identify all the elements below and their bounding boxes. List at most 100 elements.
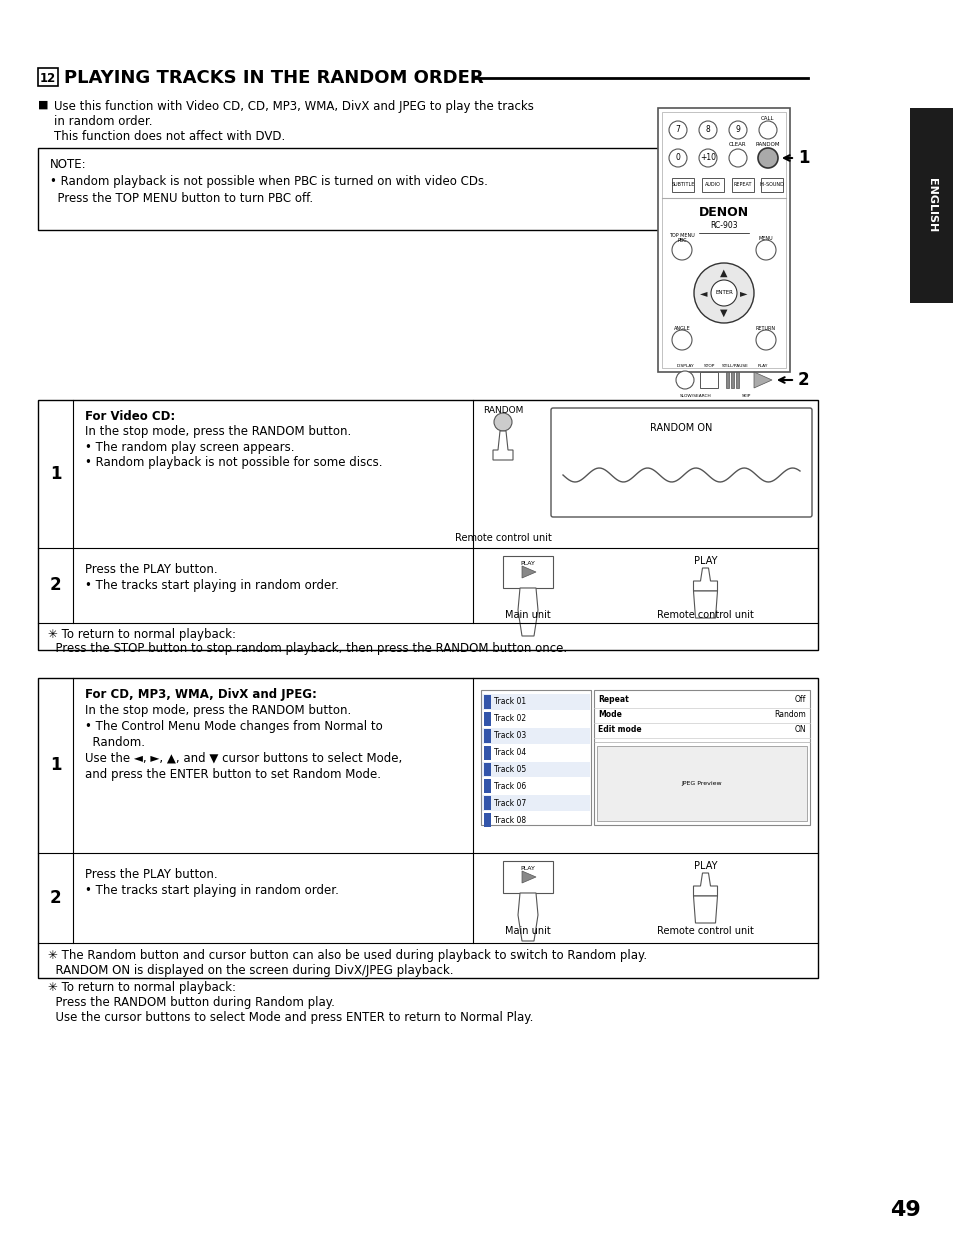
Polygon shape <box>521 566 536 578</box>
Polygon shape <box>521 871 536 883</box>
Text: HI-SOUND: HI-SOUND <box>759 183 783 188</box>
Text: In the stop mode, press the RANDOM button.: In the stop mode, press the RANDOM butto… <box>85 425 351 438</box>
Text: SKIP: SKIP <box>740 394 750 398</box>
FancyBboxPatch shape <box>38 400 817 650</box>
Text: MENU: MENU <box>758 236 773 241</box>
Circle shape <box>668 149 686 167</box>
Text: 2: 2 <box>797 370 809 389</box>
Text: CLEAR: CLEAR <box>728 142 746 147</box>
Text: ✳ To return to normal playback:: ✳ To return to normal playback: <box>48 981 235 994</box>
FancyBboxPatch shape <box>483 746 491 760</box>
Text: This function does not affect with DVD.: This function does not affect with DVD. <box>54 130 285 143</box>
FancyBboxPatch shape <box>658 107 789 372</box>
Text: Random: Random <box>774 710 805 719</box>
Text: For Video CD:: For Video CD: <box>85 410 175 424</box>
FancyBboxPatch shape <box>483 797 491 810</box>
Text: RANDOM: RANDOM <box>755 142 780 147</box>
Text: PLAY: PLAY <box>757 364 767 368</box>
Text: PLAY: PLAY <box>693 556 717 566</box>
FancyBboxPatch shape <box>725 372 728 388</box>
FancyBboxPatch shape <box>483 711 491 726</box>
Text: Track 03: Track 03 <box>494 731 526 740</box>
Polygon shape <box>693 568 717 592</box>
Text: 7: 7 <box>675 126 679 135</box>
Text: Random.: Random. <box>85 736 145 748</box>
Circle shape <box>676 370 693 389</box>
FancyBboxPatch shape <box>671 178 693 191</box>
FancyBboxPatch shape <box>597 746 806 821</box>
FancyBboxPatch shape <box>760 178 782 191</box>
Circle shape <box>728 121 746 140</box>
Text: and press the ENTER button to set Random Mode.: and press the ENTER button to set Random… <box>85 768 380 781</box>
Text: ◄: ◄ <box>700 288 707 298</box>
Text: Remote control unit: Remote control unit <box>657 610 753 620</box>
Text: ON: ON <box>794 725 805 734</box>
Polygon shape <box>753 372 771 388</box>
FancyBboxPatch shape <box>38 68 58 86</box>
FancyBboxPatch shape <box>594 690 809 825</box>
Text: 12: 12 <box>40 72 56 84</box>
Text: RANDOM: RANDOM <box>482 406 522 415</box>
FancyBboxPatch shape <box>551 408 811 517</box>
Text: Repeat: Repeat <box>598 695 628 704</box>
Text: Mode: Mode <box>598 710 621 719</box>
FancyBboxPatch shape <box>480 690 590 825</box>
FancyBboxPatch shape <box>481 795 589 811</box>
Circle shape <box>710 280 737 306</box>
FancyBboxPatch shape <box>38 678 817 978</box>
FancyBboxPatch shape <box>481 727 589 743</box>
Polygon shape <box>693 592 717 618</box>
Text: in random order.: in random order. <box>54 115 152 128</box>
Text: REPEAT: REPEAT <box>733 183 752 188</box>
Polygon shape <box>693 897 717 923</box>
Text: Press the RANDOM button during Random play.: Press the RANDOM button during Random pl… <box>48 995 335 1009</box>
Text: 49: 49 <box>889 1200 920 1220</box>
Circle shape <box>759 121 776 140</box>
Text: In the stop mode, press the RANDOM button.: In the stop mode, press the RANDOM butto… <box>85 704 351 718</box>
Circle shape <box>758 148 778 168</box>
Text: AUDIO: AUDIO <box>704 183 720 188</box>
Text: 9: 9 <box>735 126 740 135</box>
Circle shape <box>728 149 746 167</box>
Text: Remote control unit: Remote control unit <box>454 534 551 543</box>
Text: Press the STOP button to stop random playback, then press the RANDOM button once: Press the STOP button to stop random pla… <box>48 642 566 655</box>
Text: Edit mode: Edit mode <box>598 725 641 734</box>
Text: Press the PLAY button.: Press the PLAY button. <box>85 868 217 881</box>
Text: Remote control unit: Remote control unit <box>657 926 753 936</box>
Text: PLAY: PLAY <box>520 561 535 566</box>
Text: 1: 1 <box>50 466 61 483</box>
Text: • Random playback is not possible for some discs.: • Random playback is not possible for so… <box>85 456 382 469</box>
Text: JPEG Preview: JPEG Preview <box>681 781 721 785</box>
Text: Track 05: Track 05 <box>494 764 526 774</box>
Text: Use this function with Video CD, CD, MP3, WMA, DivX and JPEG to play the tracks: Use this function with Video CD, CD, MP3… <box>54 100 534 112</box>
FancyBboxPatch shape <box>700 372 718 388</box>
FancyBboxPatch shape <box>483 813 491 827</box>
FancyBboxPatch shape <box>38 148 682 230</box>
Text: RC-903: RC-903 <box>709 221 737 231</box>
FancyBboxPatch shape <box>735 372 739 388</box>
Text: TOP MENU
PBC: TOP MENU PBC <box>668 232 694 243</box>
FancyBboxPatch shape <box>483 695 491 709</box>
Polygon shape <box>517 588 537 636</box>
Text: • The random play screen appears.: • The random play screen appears. <box>85 441 294 454</box>
Text: ✳ The Random button and cursor button can also be used during playback to switch: ✳ The Random button and cursor button ca… <box>48 948 646 962</box>
Text: 0: 0 <box>675 153 679 163</box>
Circle shape <box>699 149 717 167</box>
Text: For CD, MP3, WMA, DivX and JPEG:: For CD, MP3, WMA, DivX and JPEG: <box>85 688 316 701</box>
Text: STOP: STOP <box>702 364 714 368</box>
Circle shape <box>755 330 775 350</box>
Circle shape <box>671 240 691 261</box>
Circle shape <box>671 330 691 350</box>
Circle shape <box>755 240 775 261</box>
Circle shape <box>693 263 753 324</box>
Text: SLOW/SEARCH: SLOW/SEARCH <box>679 394 711 398</box>
FancyBboxPatch shape <box>502 556 553 588</box>
Text: ENGLISH: ENGLISH <box>926 178 936 232</box>
Text: RANDOM ON: RANDOM ON <box>650 424 712 433</box>
Text: 1: 1 <box>50 757 61 774</box>
Text: Track 08: Track 08 <box>494 815 525 825</box>
FancyBboxPatch shape <box>661 112 785 368</box>
Text: RANDOM ON is displayed on the screen during DivX/JPEG playback.: RANDOM ON is displayed on the screen dur… <box>48 965 453 977</box>
Text: ✳ To return to normal playback:: ✳ To return to normal playback: <box>48 629 235 641</box>
Text: PLAYING TRACKS IN THE RANDOM ORDER: PLAYING TRACKS IN THE RANDOM ORDER <box>64 69 483 86</box>
